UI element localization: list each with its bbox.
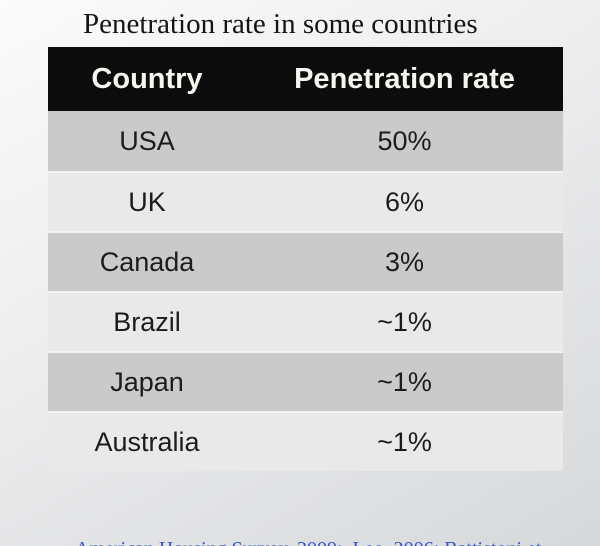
table-row: Australia ~1% [48, 411, 563, 471]
rate-cell: ~1% [377, 306, 432, 337]
country-cell: USA [119, 125, 175, 156]
column-header-country: Country [91, 62, 203, 95]
table-header-row: Country Penetration rate [48, 47, 563, 111]
country-cell: Canada [99, 246, 195, 277]
citation: American Housing Survey, 2009; Leo, 2006… [75, 484, 541, 546]
citation-text-before: American Housing Survey, 2009; Leo, 2006… [75, 538, 444, 546]
rate-cell: 3% [384, 246, 425, 277]
penetration-table: Country Penetration rate USA 50% UK 6% Canad… [48, 47, 563, 471]
rate-cell: 50% [377, 125, 432, 156]
table-row: Brazil ~1% [48, 291, 563, 351]
citation-misspelled-word: Battistoni [444, 538, 522, 546]
citation-line-1: American Housing Survey, 2009; Leo, 2006… [75, 536, 541, 546]
country-cell: Japan [110, 366, 184, 397]
rate-cell: ~1% [377, 366, 432, 397]
citation-text-after: et [522, 538, 541, 546]
table-row: UK 6% [48, 171, 563, 231]
country-cell: Australia [94, 426, 200, 457]
table-row: Canada 3% [48, 231, 563, 291]
rate-cell: 6% [384, 186, 425, 217]
table-row: Japan ~1% [48, 351, 563, 411]
column-header-penetration-rate: Penetration rate [294, 62, 515, 95]
table-body: USA 50% UK 6% Canada 3% Brazil ~1% Japan ~1% Austr… [48, 111, 563, 471]
page-title: Penetration rate in some countries [83, 8, 478, 40]
country-cell: UK [128, 186, 166, 217]
rate-cell: ~1% [377, 426, 432, 457]
country-cell: Brazil [113, 306, 181, 337]
table-row: USA 50% [48, 111, 563, 171]
